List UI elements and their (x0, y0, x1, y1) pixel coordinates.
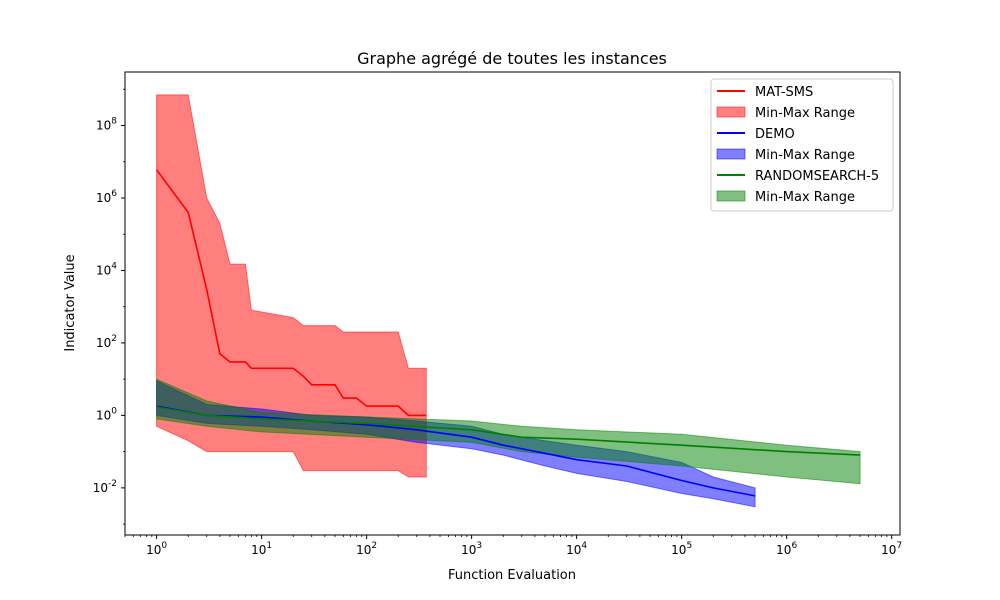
legend-label: MAT-SMS (755, 85, 813, 100)
y-tick-label: 100 (96, 406, 117, 422)
series-lines (155, 169, 861, 497)
legend: MAT-SMS Min-Max Range DEMO Min-Max Range RAN… (710, 78, 894, 212)
x-axis-label: Function Evaluation (448, 568, 576, 583)
range-band-mat-sms (156, 94, 427, 478)
y-axis-ticks: 10-2 100 102 104 106 108 (93, 88, 125, 525)
legend-patch-swatch (716, 190, 746, 202)
legend-label: Min-Max Range (755, 106, 855, 121)
chart-title: Graphe agrégé de toutes les instances (357, 49, 667, 68)
legend-label: DEMO (755, 127, 795, 142)
legend-patch-swatch (716, 148, 746, 160)
series-line-demo (156, 405, 756, 497)
y-axis-label: Indicator Value (63, 254, 78, 351)
x-axis-ticks: 100 101 102 103 104 105 106 107 (124, 535, 902, 557)
x-tick-label: 107 (881, 541, 902, 557)
legend-label: Min-Max Range (755, 148, 855, 163)
x-tick-label: 100 (146, 541, 167, 557)
x-tick-label: 101 (251, 541, 272, 557)
legend-label: Min-Max Range (755, 190, 855, 205)
y-tick-label: 108 (96, 117, 117, 133)
x-tick-label: 104 (566, 541, 587, 557)
range-bands (156, 94, 861, 508)
range-band-randomsearch-5 (156, 378, 861, 485)
y-tick-label: 10-2 (93, 479, 117, 495)
y-tick-label: 106 (96, 189, 117, 205)
series-line-randomsearch-5 (156, 406, 861, 456)
y-tick-label: 102 (96, 334, 117, 350)
x-tick-label: 102 (356, 541, 377, 557)
legend-box (710, 78, 894, 212)
x-tick-label: 106 (776, 541, 797, 557)
plot-frame (124, 71, 901, 536)
x-tick-label: 105 (671, 541, 692, 557)
series-line-mat-sms (155, 169, 427, 417)
x-tick-label: 103 (461, 541, 482, 557)
legend-label: RANDOMSEARCH-5 (755, 169, 879, 184)
legend-patch-swatch (716, 106, 746, 118)
y-tick-label: 104 (96, 261, 117, 277)
